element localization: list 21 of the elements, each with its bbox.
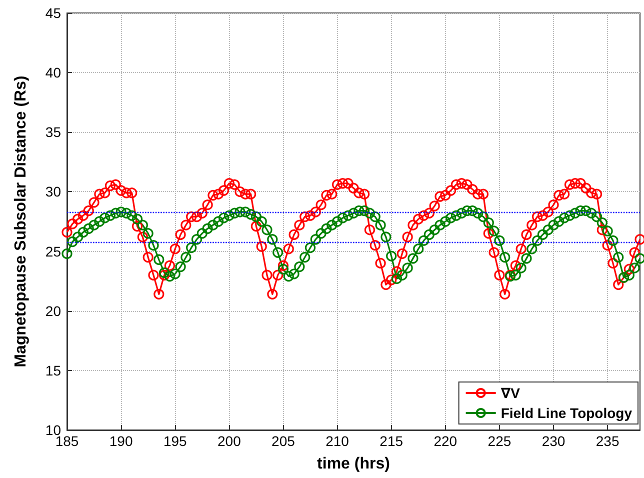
legend-label: ∇V [500, 385, 521, 401]
x-tick-label: 205 [272, 433, 296, 449]
y-tick-label: 45 [45, 5, 62, 21]
x-tick-label: 225 [488, 433, 512, 449]
x-tick-label: 210 [326, 433, 350, 449]
y-tick-label: 15 [45, 362, 62, 378]
y-tick-label: 35 [45, 124, 62, 140]
x-tick-label: 215 [380, 433, 404, 449]
x-tick-label: 230 [542, 433, 566, 449]
y-tick-label: 25 [45, 243, 62, 260]
x-tick-label: 195 [163, 433, 188, 449]
x-tick-label: 190 [109, 433, 133, 449]
x-axis-title: time (hrs) [317, 456, 390, 472]
y-tick-label: 20 [45, 302, 62, 319]
y-axis-title: Magnetopause Subsolar Distance (Rs) [12, 76, 30, 368]
y-tick-label: 40 [45, 64, 62, 81]
x-tick-label: 200 [217, 433, 242, 449]
y-tick-label: 30 [45, 184, 62, 200]
legend-label: Field Line Topology [500, 405, 632, 421]
x-tick-label: 220 [434, 433, 458, 449]
x-tick-label: 235 [596, 433, 620, 449]
